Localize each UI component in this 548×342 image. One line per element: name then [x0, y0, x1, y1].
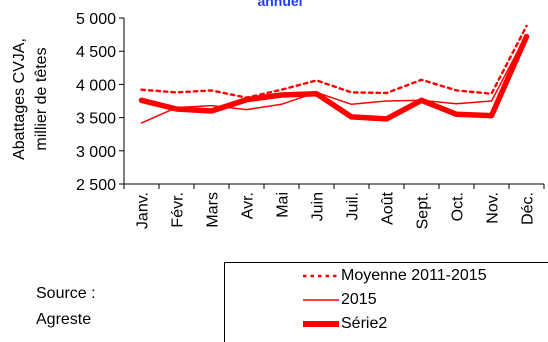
x-tick-label: Juin: [310, 192, 327, 221]
series-line-0: [140, 24, 528, 99]
y-tick-label: 3 500: [76, 111, 116, 128]
chart-series: [138, 24, 530, 124]
series-line-1: [140, 33, 528, 124]
series-line-2: [138, 33, 530, 122]
chart-title: annuel: [257, 0, 303, 9]
y-axis-title-line: Abattages CVJA,: [11, 38, 28, 160]
legend-label-2015: 2015: [341, 291, 377, 308]
y-tick-label: 3 000: [76, 144, 116, 161]
x-tick-label: Févr.: [170, 192, 187, 228]
y-tick-label: 4 500: [76, 44, 116, 61]
y-tick-label: 5 000: [76, 11, 116, 28]
legend-item-2015: 2015: [225, 289, 548, 313]
x-tick-label: Sept.: [415, 192, 432, 229]
y-axis-label: Abattages CVJA, millier de têtes: [11, 38, 50, 160]
legend-item-moyenne: Moyenne 2011-2015: [225, 265, 548, 289]
x-tick-label: Janv.: [135, 192, 152, 229]
x-tick-label: Juil.: [345, 192, 362, 220]
legend-label-serie2: Série2: [341, 315, 388, 332]
source-label: Source :: [36, 285, 96, 302]
x-tick-label: Avr.: [240, 192, 257, 219]
x-tick-label: Oct.: [450, 192, 467, 221]
y-tick-label: 4 000: [76, 77, 116, 94]
x-tick-label: Nov.: [485, 192, 502, 224]
chart-axes: 2 500 3 000 3 500 4 000 4 500 5 000 Janv. Févr.…: [76, 11, 545, 229]
y-axis-title-line: millier de têtes: [33, 47, 50, 150]
legend-label-moyenne: Moyenne 2011-2015: [341, 267, 487, 284]
y-tick-label: 2 500: [76, 177, 116, 194]
source-name: Agreste: [36, 311, 92, 328]
x-tick-label: Déc.: [520, 192, 537, 225]
x-tick-label: Mai: [275, 192, 292, 218]
x-tick-label: Août: [380, 191, 397, 224]
legend-item-serie2: Série2: [225, 313, 548, 337]
x-tick-label: Mars: [205, 192, 222, 228]
chart-legend: Moyenne 2011-2015 2015 Série2: [224, 262, 548, 342]
source-note: Source : Agreste: [36, 281, 96, 333]
